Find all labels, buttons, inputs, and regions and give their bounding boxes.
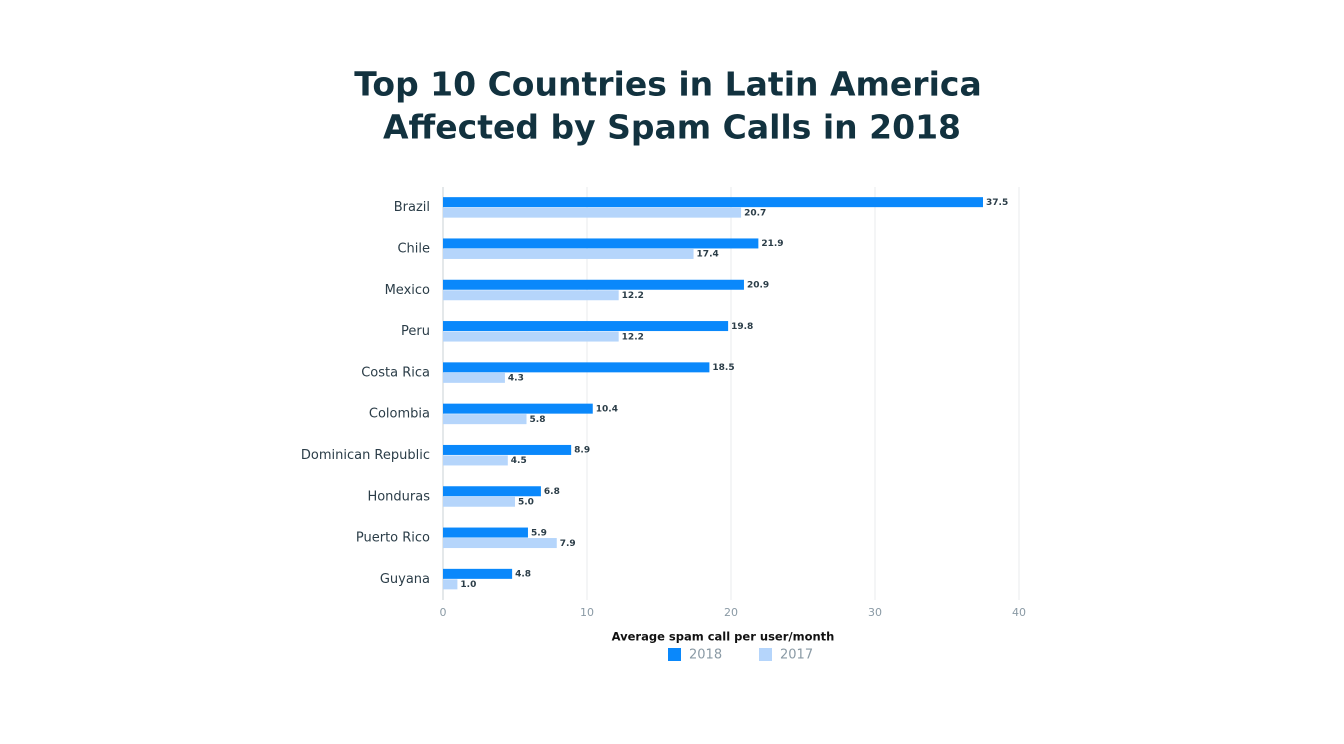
value-label: 5.0 (518, 498, 534, 508)
x-tick-label: 10 (580, 606, 594, 619)
chart-title: Affected by Spam Calls in 2018 (383, 108, 961, 147)
bar (443, 538, 557, 549)
value-label: 10.4 (596, 404, 618, 414)
value-label: 4.3 (508, 374, 524, 384)
bar (443, 496, 515, 507)
bar (443, 455, 508, 466)
bar (443, 362, 710, 373)
value-label: 12.2 (622, 332, 644, 342)
y-tick-label: Dominican Republic (301, 448, 430, 463)
legend-swatch (759, 648, 772, 661)
value-label: 17.4 (697, 250, 719, 260)
bar (443, 238, 759, 249)
bar (443, 403, 593, 414)
value-label: 7.9 (560, 539, 576, 549)
bar (443, 444, 572, 455)
value-label: 5.9 (531, 528, 547, 538)
x-axis-label: Average spam call per user/month (612, 630, 835, 644)
chart-title: Top 10 Countries in Latin America (354, 65, 981, 104)
bar (443, 248, 694, 259)
bar (443, 372, 505, 383)
y-tick-label: Puerto Rico (356, 531, 430, 546)
bar (443, 279, 744, 290)
x-tick-label: 30 (868, 606, 882, 619)
bar (443, 321, 729, 332)
value-label: 12.2 (622, 291, 644, 301)
y-tick-label: Mexico (385, 283, 430, 298)
legend-label: 2018 (689, 648, 722, 663)
bar (443, 568, 513, 579)
bar (443, 527, 528, 538)
y-tick-label: Guyana (380, 572, 430, 587)
x-tick-label: 0 (440, 606, 447, 619)
y-tick-label: Colombia (369, 407, 430, 422)
y-tick-label: Peru (401, 324, 430, 339)
x-tick-label: 40 (1012, 606, 1026, 619)
bar (443, 290, 619, 301)
bar (443, 486, 541, 497)
bar (443, 197, 983, 208)
value-label: 4.5 (511, 456, 527, 466)
legend-swatch (668, 648, 681, 661)
value-label: 18.5 (712, 363, 734, 373)
bar (443, 414, 527, 425)
bar (443, 579, 458, 590)
value-label: 19.8 (731, 322, 753, 332)
value-label: 5.8 (530, 415, 546, 425)
y-tick-label: Brazil (394, 200, 430, 215)
value-label: 6.8 (544, 487, 560, 497)
value-label: 21.9 (761, 239, 783, 249)
value-label: 20.7 (744, 208, 766, 218)
x-tick-label: 20 (724, 606, 738, 619)
y-tick-label: Honduras (367, 489, 430, 504)
value-label: 20.9 (747, 281, 769, 291)
legend-label: 2017 (780, 648, 813, 663)
bar (443, 331, 619, 342)
value-label: 4.8 (515, 570, 531, 580)
value-label: 1.0 (460, 580, 476, 590)
value-label: 8.9 (574, 446, 590, 456)
value-label: 37.5 (986, 198, 1008, 208)
y-tick-label: Chile (397, 241, 430, 256)
bar (443, 207, 742, 218)
y-tick-label: Costa Rica (361, 365, 430, 380)
